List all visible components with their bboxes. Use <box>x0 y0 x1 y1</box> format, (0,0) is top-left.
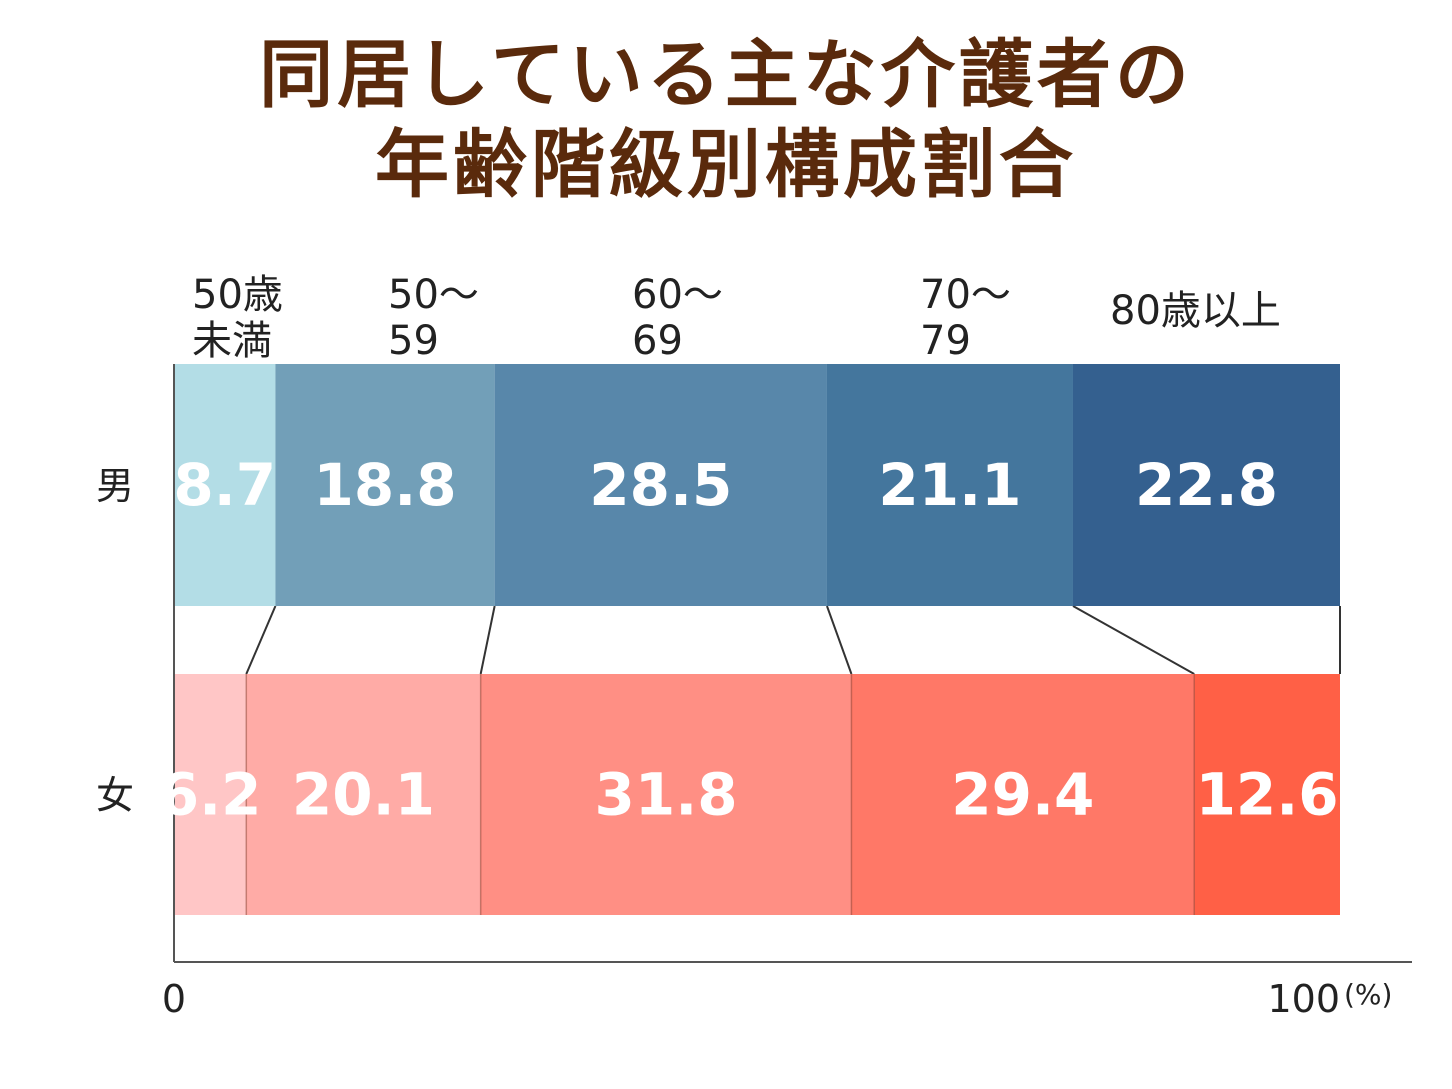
bar-segment <box>174 364 276 606</box>
data-label: 12.6 <box>1196 761 1339 829</box>
category-label: 60～ 69 <box>632 272 723 364</box>
category-label: 70～ 79 <box>920 272 1011 364</box>
bar-segment <box>494 364 827 606</box>
data-label: 20.1 <box>292 761 435 829</box>
chart-title-line-1: 同居している主な介護者の <box>259 32 1193 118</box>
x-tick-label: 0 <box>162 977 186 1021</box>
connector-line <box>1072 605 1195 675</box>
bar-segment <box>1194 674 1340 915</box>
chart-title-line-2: 年齢階級別構成割合 <box>375 122 1077 208</box>
data-label: 21.1 <box>878 451 1021 519</box>
row-label: 女 <box>96 774 134 818</box>
bar-segment <box>174 674 247 915</box>
data-label: 22.8 <box>1135 451 1278 519</box>
bar-segment <box>1072 364 1340 606</box>
category-label: 80歳以上 <box>1110 288 1281 334</box>
category-label: 50歳未満 <box>192 272 283 364</box>
connector-line <box>245 605 277 675</box>
bar-segment <box>826 364 1073 606</box>
data-label: 31.8 <box>594 761 737 829</box>
data-label: 6.2 <box>159 761 262 829</box>
data-label: 8.7 <box>173 451 276 519</box>
data-label: 28.5 <box>589 451 732 519</box>
data-label: 29.4 <box>951 761 1094 829</box>
row-label: 男 <box>96 464 134 508</box>
category-label: 50～ 59 <box>388 272 479 364</box>
bar-segment <box>851 674 1195 915</box>
data-label: 18.8 <box>313 451 456 519</box>
connector-line <box>479 605 496 675</box>
chart-title: 同居している主な介護者の 年齢階級別構成割合 <box>0 30 1452 210</box>
x-unit-label: (%) <box>1344 978 1392 1011</box>
bar-segment <box>480 674 852 915</box>
connector-line <box>826 605 853 675</box>
x-tick-label: 100 <box>1267 977 1340 1021</box>
bar-segment <box>246 674 481 915</box>
bar-segment <box>275 364 495 606</box>
